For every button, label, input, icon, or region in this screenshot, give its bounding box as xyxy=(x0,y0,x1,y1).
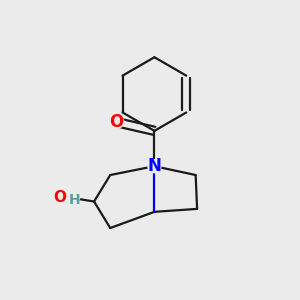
Ellipse shape xyxy=(109,116,124,128)
Ellipse shape xyxy=(148,160,161,173)
Text: O: O xyxy=(53,190,66,205)
Text: H: H xyxy=(69,193,81,207)
Ellipse shape xyxy=(55,190,80,204)
Text: O: O xyxy=(109,113,123,131)
Text: N: N xyxy=(148,157,161,175)
